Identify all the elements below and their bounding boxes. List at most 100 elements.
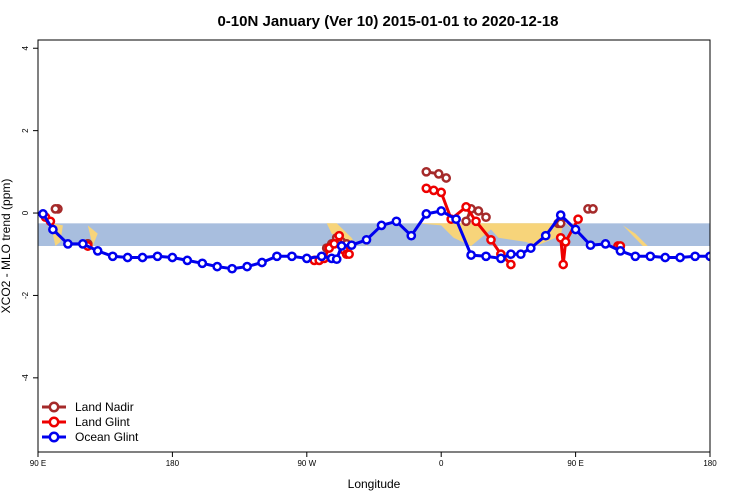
data-point — [344, 249, 354, 260]
data-point — [137, 252, 148, 263]
x-tick-label: 90 W — [297, 459, 316, 468]
land-patch — [622, 225, 648, 246]
data-point — [560, 237, 571, 247]
data-point — [690, 251, 700, 262]
data-point — [421, 166, 432, 177]
land-patch — [416, 223, 564, 246]
data-point — [555, 210, 566, 220]
data-point — [471, 216, 481, 227]
data-point — [481, 251, 491, 262]
data-point — [421, 183, 432, 194]
data-point — [92, 246, 103, 256]
data-point — [421, 209, 432, 219]
data-point — [212, 261, 223, 272]
data-point — [436, 187, 447, 198]
data-point — [391, 216, 402, 227]
data-point — [506, 249, 516, 260]
legend-label: Land Glint — [75, 415, 130, 429]
data-point — [50, 204, 61, 214]
legend-item: Land Nadir — [42, 400, 134, 414]
data-point — [331, 254, 342, 265]
data-point — [515, 249, 526, 260]
data-point — [461, 216, 471, 227]
series-ocean-glint — [38, 206, 710, 274]
series-layer — [38, 166, 710, 274]
legend-label: Ocean Glint — [75, 430, 139, 444]
legend-swatch-marker — [48, 431, 60, 443]
data-point — [301, 253, 312, 264]
data-point — [167, 252, 178, 263]
data-point — [406, 230, 417, 241]
data-point — [122, 252, 133, 263]
data-point — [227, 263, 237, 274]
data-point — [615, 246, 626, 256]
data-point — [287, 251, 297, 262]
data-point — [38, 209, 48, 219]
data-point — [329, 239, 340, 249]
data-point — [316, 251, 327, 262]
data-point — [242, 261, 252, 272]
x-tick-label: 90 E — [30, 459, 46, 468]
y-tick-label: -4 — [21, 374, 30, 382]
data-point — [573, 214, 583, 225]
data-point — [436, 206, 447, 216]
data-point — [336, 241, 347, 251]
data-point — [152, 251, 163, 262]
x-axis-label: Longitude — [348, 477, 401, 491]
data-point — [486, 234, 496, 245]
data-point — [272, 251, 282, 262]
y-tick-label: 0 — [21, 210, 30, 215]
data-point — [630, 251, 641, 262]
data-point — [107, 251, 118, 262]
data-point — [473, 206, 484, 216]
data-point — [481, 212, 491, 223]
plot-area — [38, 166, 710, 274]
data-point — [466, 250, 476, 260]
y-tick-label: -2 — [21, 291, 30, 299]
data-point — [558, 259, 569, 270]
data-point — [540, 230, 551, 241]
data-point — [675, 252, 685, 263]
data-point — [77, 239, 88, 249]
legend-swatch-marker — [48, 416, 60, 428]
data-point — [441, 173, 452, 183]
data-point — [376, 220, 387, 231]
data-point — [570, 224, 581, 235]
data-point — [257, 257, 267, 268]
x-tick-label: 0 — [439, 459, 444, 468]
y-axis-label: XCO2 - MLO trend (ppm) — [0, 179, 13, 314]
data-point — [182, 255, 193, 266]
land-patch — [87, 225, 98, 246]
data-point — [433, 169, 444, 179]
data-point — [197, 258, 208, 269]
data-point — [525, 243, 536, 253]
data-point — [428, 185, 439, 196]
data-point — [600, 239, 611, 249]
data-point — [660, 252, 671, 263]
data-point — [48, 224, 58, 235]
x-tick-label: 180 — [166, 459, 180, 468]
data-point — [645, 251, 656, 262]
data-point — [705, 251, 710, 262]
x-tick-label: 90 E — [567, 459, 583, 468]
y-axis: -4 -2 0 2 4 — [21, 45, 38, 381]
data-point — [63, 239, 73, 249]
legend-item: Land Glint — [42, 415, 130, 429]
data-point — [334, 230, 345, 241]
legend-item: Ocean Glint — [42, 430, 139, 444]
x-tick-label: 180 — [703, 459, 717, 468]
data-point — [361, 234, 372, 245]
legend-label: Land Nadir — [75, 400, 134, 414]
plot-frame — [37, 39, 711, 453]
data-point — [461, 202, 471, 212]
data-point — [451, 214, 461, 225]
y-tick-label: 2 — [21, 128, 30, 133]
data-point — [346, 240, 357, 251]
data-point — [506, 259, 516, 270]
data-point — [585, 240, 596, 251]
y-tick-label: 4 — [21, 45, 30, 50]
data-point — [496, 253, 506, 264]
data-point — [588, 204, 598, 214]
